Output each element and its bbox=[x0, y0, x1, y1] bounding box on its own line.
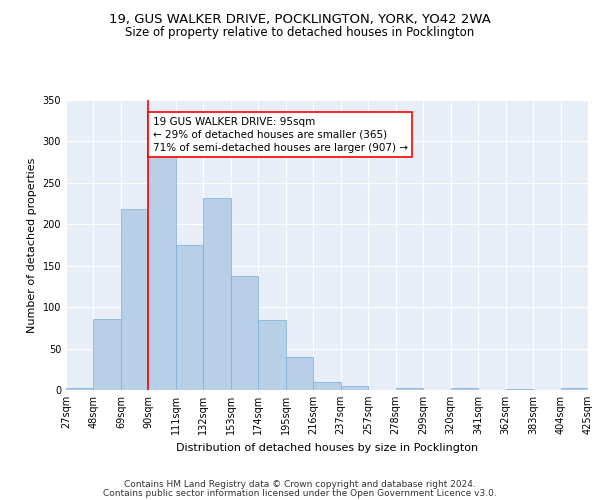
Y-axis label: Number of detached properties: Number of detached properties bbox=[27, 158, 37, 332]
Text: Contains HM Land Registry data © Crown copyright and database right 2024.: Contains HM Land Registry data © Crown c… bbox=[124, 480, 476, 489]
Text: 19, GUS WALKER DRIVE, POCKLINGTON, YORK, YO42 2WA: 19, GUS WALKER DRIVE, POCKLINGTON, YORK,… bbox=[109, 12, 491, 26]
Bar bbox=[395, 388, 423, 390]
Bar bbox=[259, 320, 286, 390]
Bar bbox=[313, 382, 341, 390]
Bar bbox=[560, 388, 588, 390]
Bar bbox=[506, 389, 533, 390]
Bar bbox=[451, 388, 478, 390]
Bar bbox=[203, 198, 231, 390]
Bar bbox=[121, 210, 148, 390]
Bar bbox=[286, 357, 313, 390]
Bar bbox=[176, 245, 203, 390]
Text: Size of property relative to detached houses in Pocklington: Size of property relative to detached ho… bbox=[125, 26, 475, 39]
Text: 19 GUS WALKER DRIVE: 95sqm
← 29% of detached houses are smaller (365)
71% of sem: 19 GUS WALKER DRIVE: 95sqm ← 29% of deta… bbox=[152, 116, 407, 153]
Text: Contains public sector information licensed under the Open Government Licence v3: Contains public sector information licen… bbox=[103, 490, 497, 498]
Bar bbox=[341, 386, 368, 390]
Bar bbox=[94, 318, 121, 390]
Bar bbox=[231, 276, 259, 390]
X-axis label: Distribution of detached houses by size in Pocklington: Distribution of detached houses by size … bbox=[176, 442, 478, 452]
Bar bbox=[66, 388, 94, 390]
Bar bbox=[148, 156, 176, 390]
